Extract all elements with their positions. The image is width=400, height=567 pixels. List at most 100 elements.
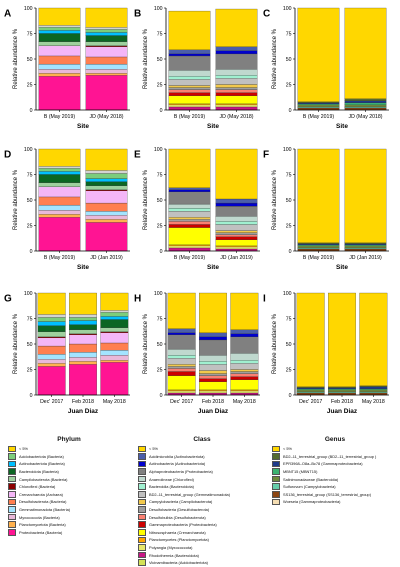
bar-segment — [344, 245, 387, 249]
bar-segment — [168, 89, 211, 93]
legend-item: Bacteroidia (Bacteroidota) — [138, 483, 266, 491]
figure-canvas: A B (May 2019) JD (May 2018) 0 25 50 75 100 Site… — [4, 6, 389, 415]
bar-segment — [37, 354, 66, 360]
bar-segment — [38, 166, 81, 169]
legend-item: Planctomycetota (Bacteria) — [8, 521, 130, 529]
bar-segment — [167, 364, 196, 367]
bar-segment — [38, 168, 81, 172]
bar-segment — [85, 185, 128, 190]
bar-segment — [168, 85, 211, 88]
bar-segment — [168, 211, 211, 218]
legend-item: Bacteroidota (Bacteria) — [8, 468, 130, 476]
x-tick-label: May 2018 — [103, 399, 126, 405]
y-tick-label: 0 — [30, 108, 33, 114]
x-tick-label: JD (May 2018) — [89, 114, 123, 120]
y-axis-label: Relative abundance % — [272, 28, 278, 89]
y-tick-label: 25 — [157, 82, 163, 88]
bar-segment — [38, 171, 81, 175]
chart-panel-i: I Dec' 2017 Feb 2018 May 2018 0 25 50 75 100 Juan… — [263, 291, 389, 415]
legend-item: < 5% — [272, 445, 398, 453]
x-axis-label: Juan Diaz — [327, 408, 358, 415]
legend-label: Desulfobulbia (Desulfobacterota) — [149, 514, 206, 520]
legend-swatch — [8, 506, 16, 513]
y-tick-label: 50 — [157, 57, 163, 63]
bar-segment — [37, 366, 66, 396]
bar-segment — [85, 7, 128, 28]
bar-segment — [38, 186, 81, 198]
legend-swatch — [8, 491, 16, 498]
bar-segment — [100, 355, 129, 361]
bar-segment — [38, 33, 81, 42]
legend-label: Proteobacteria (Bacteria) — [19, 529, 63, 535]
bar-segment — [69, 334, 97, 345]
legend-item: Myxococcota (Bacteria) — [8, 513, 130, 521]
bar-segment — [69, 361, 97, 365]
bar-segment — [215, 78, 258, 85]
bar-segment — [199, 390, 227, 394]
x-tick-label: JD (Jan 2019) — [220, 255, 253, 261]
y-tick-label: 0 — [160, 393, 163, 399]
bar-segment — [296, 391, 325, 394]
legend-item: Salinimonadaceae (Bacteroidia) — [272, 475, 398, 483]
bar-segment — [100, 360, 129, 363]
bar-segment — [199, 389, 227, 392]
bar-segment — [215, 148, 258, 200]
bar-segment — [69, 320, 97, 325]
bar-segment — [297, 148, 340, 243]
legend-title: Class — [193, 436, 211, 443]
legend-label: BD2–11_terrestrial_group (BD2–11_terrest… — [283, 453, 377, 459]
bar-segment — [85, 27, 128, 30]
bar-segment — [199, 332, 227, 337]
legend-item: Alphaproteobacteria (Proteobacteria) — [138, 468, 266, 476]
legend-label: Sulfurovum (Campylobacteria) — [283, 484, 336, 490]
bar-segment — [100, 332, 129, 344]
legend-swatch — [138, 521, 146, 529]
panel-letter: F — [263, 149, 269, 160]
y-tick-label: 100 — [283, 6, 292, 12]
y-tick-label: 100 — [154, 147, 163, 153]
legend-label: Planctomycetota (Bacteria) — [19, 522, 66, 528]
x-tick-label: B (May 2019) — [303, 114, 334, 120]
bar-segment — [168, 187, 211, 190]
legend-item: Woeseia (Gammaproteobacteria) — [272, 498, 398, 506]
bar-segment — [296, 388, 325, 391]
legend-item: Actinobacteriota (Bacteria) — [8, 460, 130, 468]
legend-item: Rhodothermia (Bacteroidota) — [138, 551, 266, 559]
bar-segment — [297, 245, 340, 249]
bar-segment — [38, 204, 81, 211]
legend-label: < 5% — [19, 446, 28, 452]
legend-label: Bacteroidota (Bacteria) — [19, 469, 59, 475]
bar-segment — [344, 100, 387, 103]
bar-segment — [328, 388, 356, 391]
bar-segment — [168, 148, 211, 188]
bar-segment — [215, 246, 258, 250]
bar-segment — [344, 104, 387, 108]
bar-segment — [230, 292, 259, 330]
y-axis-label: Relative abundance % — [272, 169, 278, 230]
y-tick-label: 100 — [283, 147, 292, 153]
legend-phylum: Phylum < 5% Acidobacteriota (Bacteria) Act… — [8, 436, 130, 536]
bar-segment — [100, 342, 129, 351]
legend-swatch — [138, 536, 146, 544]
bar-segment — [215, 234, 258, 237]
legend-item: Gammaproteobacteria (Proteobacteria) — [138, 521, 266, 529]
bar-segment — [100, 362, 129, 396]
bar-segment — [167, 375, 196, 391]
panel-letter: A — [4, 8, 11, 19]
bar-segment — [69, 357, 97, 362]
bar-segment — [230, 369, 259, 372]
chart-panel-b: B B (May 2019) JD (May 2018) 0 25 50 75 100 Site… — [134, 6, 260, 130]
y-axis-label: Relative abundance % — [143, 169, 149, 230]
bar-segment — [167, 348, 196, 356]
bar-segment — [167, 366, 196, 369]
legend-item: Campylobacteria (Campilobacterota) — [138, 498, 266, 506]
bar-segment — [230, 329, 259, 334]
bar-segment — [344, 98, 387, 101]
y-tick-label: 0 — [289, 108, 292, 114]
x-axis-label: Site — [336, 264, 348, 271]
legend-swatch — [138, 559, 146, 566]
bar-segment — [215, 104, 258, 108]
x-axis-label: Juan Diaz — [68, 408, 99, 415]
legend-label: MBNT15 (MBNT15) — [283, 469, 318, 475]
bar-segment — [85, 32, 128, 36]
